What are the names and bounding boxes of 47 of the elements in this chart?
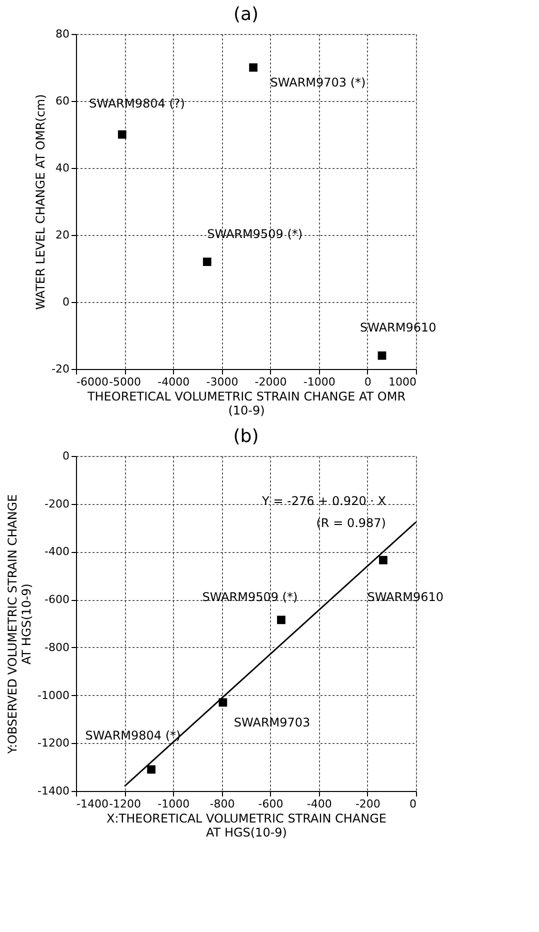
x-tick-label: -400: [306, 798, 332, 810]
y-tick-label: -800: [44, 640, 70, 654]
y-tick-label: -1400: [38, 784, 70, 798]
x-axis-title: THEORETICAL VOLUMETRIC STRAIN CHANGE AT OMR (10-9): [86, 390, 406, 418]
y-tick-label: -600: [44, 593, 70, 606]
x-axis-title: X:THEORETICAL VOLUMETRIC STRAIN CHANGE AT HGS(10-9): [106, 812, 386, 840]
y-tick-label: -200: [44, 497, 70, 510]
x-tick-label: -4000: [158, 376, 190, 388]
x-tick-label: -3000: [206, 376, 238, 388]
annotation: SWARM9610: [367, 590, 444, 604]
x-tick-label: 0: [364, 376, 372, 388]
y-tick-label: -20: [52, 362, 70, 376]
x-tick-label: -800: [210, 798, 235, 810]
point: [379, 556, 388, 564]
y-tick-label: 60: [56, 94, 70, 108]
x-tick-label: 1000: [388, 376, 416, 388]
y-tick-label: 0: [62, 296, 70, 308]
x-tick-label: 0: [410, 798, 416, 810]
annotation: SWARM9804 (?): [89, 96, 185, 110]
y-axis-title: WATER LEVEL CHANGE AT OMR(cm): [34, 94, 48, 310]
x-tick-label: -600: [258, 798, 284, 810]
chart-title: (b): [233, 426, 259, 447]
annotation: SWARM9703 (*): [270, 76, 366, 90]
y-axis-title: Y:OBSERVED VOLUMETRIC STRAIN CHANGE AT HGS(10-9): [6, 494, 34, 755]
point: [277, 616, 286, 624]
x-tick-label: -1000: [303, 376, 336, 388]
y-tick-label: -400: [44, 545, 70, 558]
annotation: (R = 0.987): [316, 516, 386, 530]
x-tick-label: -5000: [109, 376, 142, 388]
y-tick-label: 20: [56, 228, 70, 242]
annotation: SWARM9509 (*): [202, 590, 298, 604]
x-tick-label: -1200: [109, 798, 142, 810]
annotation: SWARM9703: [234, 715, 310, 730]
x-tick-label: -1400: [76, 798, 108, 810]
y-tick-label: 40: [56, 162, 70, 174]
point: [147, 765, 156, 774]
annotation: SWARM9610: [360, 320, 436, 335]
x-tick-label: -2000: [254, 376, 287, 388]
x-tick-label: -6000: [76, 376, 108, 388]
x-tick-label: -200: [355, 798, 380, 810]
y-tick-label: -1000: [38, 688, 70, 702]
annotation: SWARM9509 (*): [207, 226, 303, 241]
y-tick-label: 80: [56, 28, 70, 40]
y-tick-label: -1200: [38, 736, 70, 750]
chart-title: (a): [233, 4, 259, 25]
x-tick-label: -1000: [158, 798, 190, 810]
y-tick-label: 0: [62, 450, 70, 462]
